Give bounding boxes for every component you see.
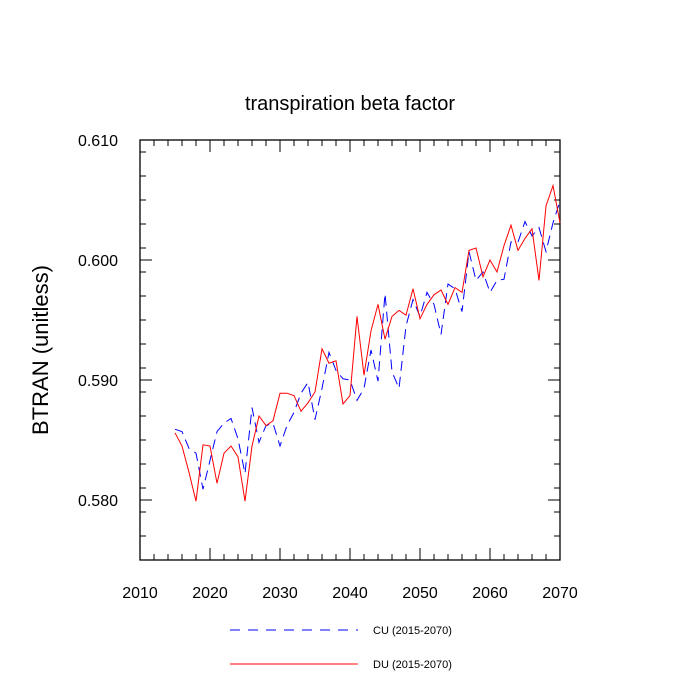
x-tick-label: 2070 — [542, 585, 578, 602]
legend: CU (2015-2070) DU (2015-2070) — [230, 625, 452, 671]
x-tick-label: 2020 — [192, 585, 228, 602]
x-tick-label: 2040 — [332, 585, 368, 602]
y-tick-label: 0.610 — [78, 133, 118, 150]
axis-ticks: 2010 2020 2030 2040 2050 2060 2070 0.580 0.590 0.… — [78, 133, 578, 602]
y-axis-label: BTRAN (unitless) — [28, 265, 53, 435]
series-line-du — [174, 183, 561, 502]
legend-label-cu: CU (2015-2070) — [373, 625, 452, 637]
x-tick-label: 2050 — [402, 585, 438, 602]
x-tick-label: 2030 — [262, 585, 298, 602]
series-line-cu — [174, 201, 561, 490]
x-tick-label: 2010 — [122, 585, 158, 602]
legend-label-du: DU (2015-2070) — [373, 659, 452, 671]
y-tick-label: 0.600 — [78, 253, 118, 270]
y-tick-label: 0.590 — [78, 373, 118, 390]
plot-frame — [139, 139, 561, 561]
chart-title: transpiration beta factor — [245, 93, 455, 115]
y-tick-label: 0.580 — [78, 493, 118, 510]
x-tick-label: 2060 — [472, 585, 508, 602]
series-lines — [174, 183, 561, 502]
